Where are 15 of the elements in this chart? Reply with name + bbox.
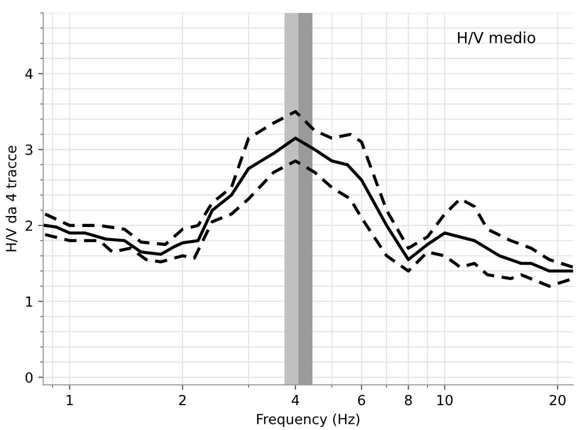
x-tick-label: 4 — [292, 395, 300, 406]
x-tick-label: 8 — [404, 394, 412, 406]
annotation: H/V medio — [458, 32, 536, 45]
x-tick-label: 20 — [550, 394, 566, 406]
x-tick-label: 2 — [179, 394, 186, 406]
y-tick-label: 3 — [26, 144, 32, 156]
y-tick-label: 2 — [26, 220, 32, 231]
y-tick-label: 4 — [25, 68, 33, 79]
y-tick-label: 0 — [26, 372, 33, 383]
x-tick-label: 1 — [66, 395, 73, 406]
y-tick-label: 1 — [26, 296, 32, 307]
y-axis-title: H/V da 4 tracce — [6, 146, 18, 252]
x-axis-title: Frequency (Hz) — [257, 414, 360, 428]
x-tick-label: 10 — [437, 394, 453, 406]
x-tick-label: 6 — [358, 394, 366, 406]
